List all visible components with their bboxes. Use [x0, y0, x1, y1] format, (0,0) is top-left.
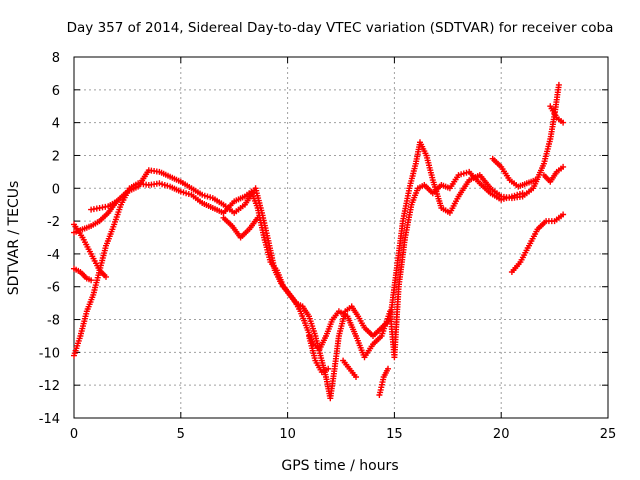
y-axis-label: SDTVAR / TECUs: [6, 181, 22, 296]
data-point: [254, 214, 261, 221]
y-tick-label: 6: [52, 84, 60, 99]
series-track-b: [71, 167, 526, 361]
series-track-i: [376, 365, 391, 398]
data-point: [532, 177, 539, 184]
series-track-f: [220, 214, 261, 241]
data-point: [560, 119, 567, 126]
data-point: [353, 374, 359, 380]
x-tick-label: 0: [70, 427, 78, 442]
y-tick-label: 2: [52, 149, 60, 164]
axis-ticks: 0 5 10 15 20 25 -14 -12 -10 -8 -6 -4 -2 0 2 4 6 8: [39, 51, 617, 442]
series-track-m: [508, 211, 567, 275]
series-track-g: [306, 333, 332, 376]
series-layer: [71, 81, 567, 402]
data-point: [560, 211, 567, 218]
chart-title: Day 357 of 2014, Sidereal Day-to-day VTE…: [67, 20, 614, 36]
data-point: [385, 365, 391, 372]
series-track-c: [71, 265, 95, 284]
grid: [74, 57, 608, 418]
data-point: [325, 365, 332, 372]
y-tick-label: -14: [39, 412, 60, 427]
series-track-k: [540, 163, 567, 185]
x-tick-label: 5: [177, 427, 185, 442]
y-tick-label: -8: [47, 314, 60, 329]
y-tick-label: -10: [39, 346, 60, 361]
x-axis-label: GPS time / hours: [281, 458, 398, 474]
y-tick-label: -12: [39, 379, 60, 394]
data-point: [103, 273, 109, 280]
x-tick-label: 20: [493, 427, 510, 442]
data-point: [113, 198, 120, 205]
series-track-j: [489, 155, 539, 190]
x-tick-label: 10: [279, 427, 296, 442]
y-tick-label: -4: [47, 248, 60, 263]
series-line: [511, 213, 564, 273]
y-tick-label: 4: [52, 117, 60, 132]
y-tick-label: 8: [52, 51, 60, 66]
y-tick-label: -6: [47, 281, 60, 296]
data-point: [519, 190, 526, 197]
x-tick-label: 15: [386, 427, 403, 442]
series-track-a: [71, 81, 562, 402]
plot-frame: [73, 56, 609, 419]
y-tick-label: 0: [52, 182, 60, 197]
series-track-e: [88, 198, 120, 213]
data-point: [164, 182, 171, 189]
y-tick-label: -2: [47, 215, 60, 230]
series-track-d: [71, 221, 109, 280]
series-track-l: [547, 103, 567, 126]
x-tick-label: 25: [600, 427, 617, 442]
series-track-h: [340, 357, 359, 380]
data-point: [560, 163, 567, 170]
data-point: [88, 277, 95, 284]
data-point: [555, 81, 562, 88]
data-point: [156, 180, 163, 187]
